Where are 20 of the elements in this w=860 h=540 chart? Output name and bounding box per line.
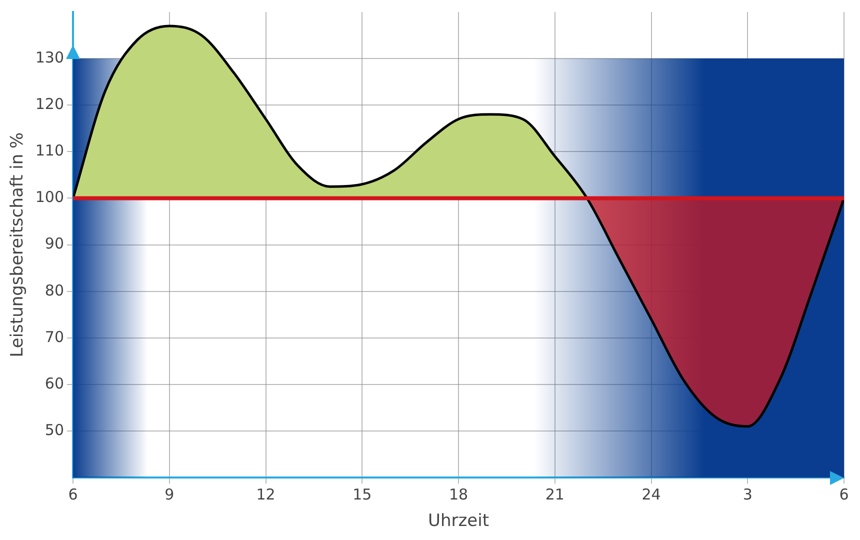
x-tick-label: 12 <box>256 485 276 504</box>
y-tick-label: 60 <box>44 374 64 392</box>
x-tick-label: 24 <box>642 485 661 504</box>
y-tick-label: 70 <box>44 328 64 346</box>
x-tick-label: 6 <box>68 485 78 504</box>
x-tick-label: 6 <box>839 485 849 504</box>
y-tick-label: 90 <box>44 234 64 253</box>
y-axis-title: Leistungsbereitschaft in % <box>8 132 28 358</box>
x-tick-label: 15 <box>352 485 372 504</box>
y-tick-label: 100 <box>35 188 64 206</box>
y-tick-label: 80 <box>44 281 64 300</box>
y-tick-label: 110 <box>35 142 64 160</box>
x-tick-label: 3 <box>742 485 752 504</box>
x-tick-label: 21 <box>545 485 564 504</box>
x-tick-label: 18 <box>448 485 468 504</box>
x-axis-title: Uhrzeit <box>428 511 490 532</box>
x-tick-label: 9 <box>164 485 174 504</box>
y-tick-label: 130 <box>35 48 64 66</box>
y-tick-label: 120 <box>35 95 64 114</box>
y-tick-label: 50 <box>44 420 64 439</box>
